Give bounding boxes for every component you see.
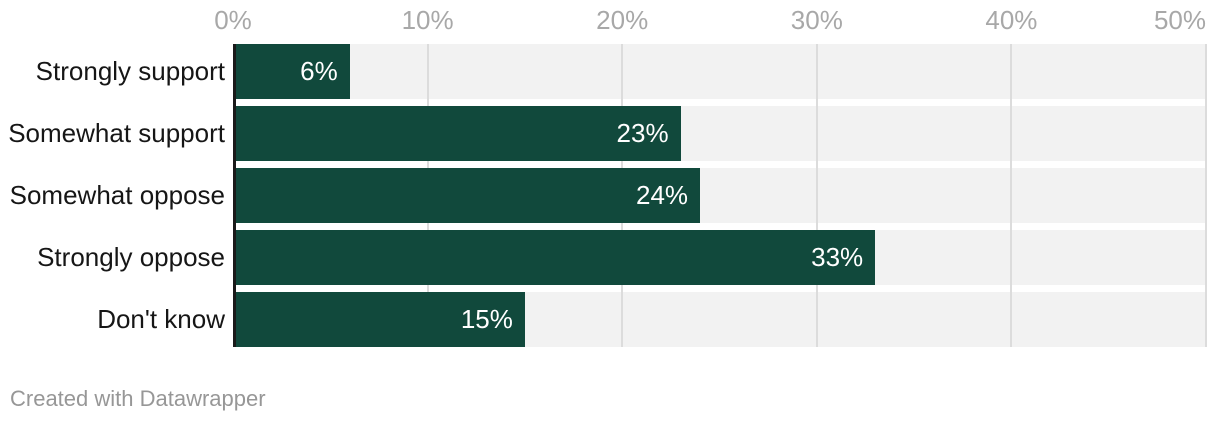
bar-value-label: 15% [460,304,513,334]
x-tick-label: 10% [401,5,454,35]
bar-value-label: 6% [300,56,338,86]
bar: 33% [233,230,876,285]
category-label: Strongly oppose [37,242,225,272]
row-track: 24% [233,168,1206,223]
x-tick-label: 30% [790,5,843,35]
plot-area: Strongly support 6% Somewhat support 23% Som… [0,44,1220,347]
bar: 24% [233,168,701,223]
chart-credit-link[interactable]: Created with Datawrapper [10,386,266,411]
x-axis: 0% 10% 20% 30% 40% 50% [214,5,1206,43]
x-tick-label: 40% [985,5,1038,35]
category-label: Somewhat oppose [9,180,225,210]
chart-row: Strongly oppose 33% [0,230,1220,285]
row-track: 23% [233,106,1206,161]
category-label: Don't know [97,304,225,334]
category-label: Somewhat support [8,118,225,148]
x-tick-label: 20% [596,5,649,35]
chart-row: Strongly support 6% [0,44,1220,99]
gridline [1010,44,1013,347]
row-track: 6% [233,44,1206,99]
bar-value-label: 23% [616,118,669,148]
chart-row: Don't know 15% [0,292,1220,347]
category-label: Strongly support [35,56,225,86]
bar-value-label: 33% [811,242,864,272]
chart-row: Somewhat support 23% [0,106,1220,161]
chart-rows: Strongly support 6% Somewhat support 23% Som… [0,44,1220,347]
x-tick-label: 50% [1153,5,1206,35]
bar-value-label: 24% [635,180,689,210]
bar: 23% [233,106,681,161]
y-axis-line [233,44,236,347]
bar: 15% [233,292,525,347]
row-track: 33% [233,230,1206,285]
gridline [815,44,818,347]
x-tick-label: 0% [214,5,252,35]
row-track: 15% [233,292,1206,347]
gridline [1205,44,1207,347]
chart-row: Somewhat oppose 24% [0,168,1220,223]
bar: 6% [233,44,350,99]
